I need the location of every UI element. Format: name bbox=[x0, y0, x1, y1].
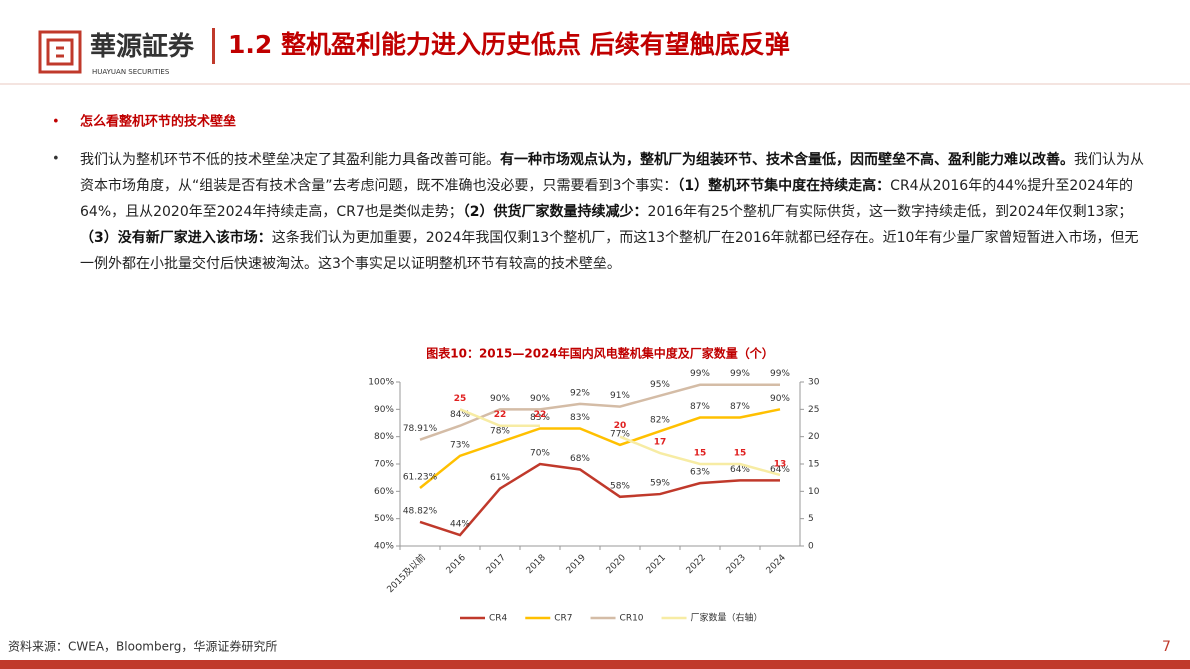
y2-tick-label: 15 bbox=[808, 460, 819, 470]
slide-title: 1.2 整机盈利能力进入历史低点 后续有望触底反弹 bbox=[228, 30, 790, 59]
data-label: 15 bbox=[694, 449, 707, 459]
data-label: 87% bbox=[730, 402, 750, 412]
data-label: 22 bbox=[494, 410, 507, 420]
logo-name: 華源証券 bbox=[90, 31, 195, 62]
bold-text: （3）没有新厂家进入该市场： bbox=[80, 230, 272, 246]
data-label: 95% bbox=[650, 380, 670, 390]
data-label: 61.23% bbox=[403, 472, 438, 482]
text: CR4从2016年的44%提升至2024年的64%，且从2020年至2024年持… bbox=[80, 178, 1133, 220]
data-label: 87% bbox=[690, 402, 710, 412]
data-label: 83% bbox=[570, 413, 590, 423]
x-tick-label: 2019 bbox=[565, 553, 588, 576]
series-line bbox=[419, 462, 780, 537]
data-label: 63% bbox=[690, 468, 710, 478]
source: 资料来源：CWEA，Bloomberg，华源证券研究所 bbox=[8, 639, 277, 654]
data-label: 59% bbox=[650, 479, 670, 489]
data-label: 84% bbox=[450, 410, 470, 420]
legend-label: CR7 bbox=[554, 614, 572, 624]
data-label: 99% bbox=[730, 369, 750, 379]
data-label: 64% bbox=[770, 465, 790, 475]
y-tick-label: 80% bbox=[374, 432, 394, 442]
data-label: 64% bbox=[730, 465, 750, 475]
y2-tick-label: 20 bbox=[808, 432, 820, 442]
data-label: 90% bbox=[490, 394, 510, 404]
logo-subtitle: HUAYUAN SECURITIES bbox=[92, 68, 170, 76]
data-label: 83% bbox=[530, 413, 550, 423]
title-bar bbox=[212, 28, 215, 64]
y-tick-label: 60% bbox=[374, 487, 394, 497]
x-tick-label: 2018 bbox=[525, 553, 548, 576]
chart-title: 图表10：2015—2024年国内风电整机集中度及厂家数量（个） bbox=[426, 346, 774, 361]
x-tick-label: 2017 bbox=[485, 553, 508, 576]
data-label: 13 bbox=[774, 459, 787, 469]
data-label: 90% bbox=[770, 394, 790, 404]
data-label: 25 bbox=[454, 394, 467, 404]
x-tick-label: 2016 bbox=[445, 553, 468, 576]
data-label: 70% bbox=[530, 449, 550, 459]
x-tick-label: 2022 bbox=[685, 553, 708, 576]
y2-tick-label: 10 bbox=[808, 487, 820, 497]
x-tick-label: 2023 bbox=[725, 553, 748, 576]
series-line bbox=[459, 408, 781, 477]
data-label: 22 bbox=[534, 410, 547, 420]
data-label: 15 bbox=[734, 449, 747, 459]
text: 我们认为整机环节不低的技术壁垒决定了其盈利能力具备改善可能。 bbox=[80, 152, 500, 168]
series-line bbox=[419, 383, 780, 441]
y-tick-label: 50% bbox=[374, 514, 394, 524]
chart: 图表10：2015—2024年国内风电整机集中度及厂家数量（个） 40% 50% 60… bbox=[368, 346, 819, 624]
y2-tick-label: 30 bbox=[808, 378, 820, 388]
x-tick-label: 2015及以前 bbox=[384, 551, 428, 595]
data-label: 91% bbox=[610, 391, 630, 401]
y-tick-label: 90% bbox=[374, 405, 394, 415]
y2-tick-label: 0 bbox=[808, 542, 814, 552]
data-label: 78.91% bbox=[403, 424, 438, 434]
bold-text: （2）供货厂家数量持续减少： bbox=[462, 204, 648, 220]
data-label: 90% bbox=[530, 394, 550, 404]
bullet-dot: • bbox=[52, 152, 60, 167]
data-label: 92% bbox=[570, 388, 590, 398]
y2-tick-label: 25 bbox=[808, 405, 819, 415]
data-label: 77% bbox=[610, 429, 630, 439]
paragraph: 我们认为整机环节不低的技术壁垒决定了其盈利能力具备改善可能。有一种市场观点认为，… bbox=[80, 147, 1150, 277]
y-tick-label: 70% bbox=[374, 460, 394, 470]
y2-tick-label: 5 bbox=[808, 514, 814, 524]
data-label: 73% bbox=[450, 440, 470, 450]
text: 我们认为从资本市场角度，从“组装是否有技术含量”去考虑问题，既不准确也没必要，只… bbox=[80, 152, 1144, 194]
data-label: 48.82% bbox=[403, 506, 438, 516]
text: 2016年有25个整机厂有实际供货，这一数字持续走低，到2024年仅剩13家； bbox=[647, 204, 1133, 220]
bold-text: （1）整机环节集中度在持续走高： bbox=[677, 178, 891, 194]
x-tick-label: 2021 bbox=[645, 553, 668, 576]
y-tick-label: 40% bbox=[374, 542, 394, 552]
text: 这条我们认为更加重要，2024年我国仅剩13个整机厂，而这13个整机厂在2016… bbox=[80, 230, 1139, 272]
data-label: 68% bbox=[570, 454, 590, 464]
series-line bbox=[419, 408, 781, 489]
x-tick-label: 2020 bbox=[605, 553, 628, 576]
data-label: 58% bbox=[610, 481, 630, 491]
legend-label: CR10 bbox=[620, 614, 644, 624]
data-label: 82% bbox=[650, 416, 670, 426]
data-label: 99% bbox=[770, 369, 790, 379]
data-label: 17 bbox=[654, 438, 667, 448]
data-label: 78% bbox=[490, 427, 510, 437]
data-label: 99% bbox=[690, 369, 710, 379]
page-number: 7 bbox=[1162, 639, 1171, 655]
footer-bar bbox=[0, 660, 1190, 669]
bold-text: 有一种市场观点认为，整机厂为组装环节、技术含量低，因而壁垒不高、盈利能力难以改善… bbox=[500, 152, 1074, 168]
bullet-dot: • bbox=[52, 115, 60, 130]
logo-icon bbox=[38, 30, 82, 74]
data-label: 61% bbox=[490, 473, 510, 483]
bullet-heading: 怎么看整机环节的技术壁垒 bbox=[80, 114, 236, 130]
data-label: 20 bbox=[614, 421, 627, 431]
x-tick-label: 2024 bbox=[765, 553, 788, 576]
y-tick-label: 100% bbox=[368, 378, 394, 388]
legend-label: CR4 bbox=[489, 614, 508, 624]
data-label: 44% bbox=[450, 520, 470, 530]
legend-label: 厂家数量（右轴） bbox=[691, 612, 763, 624]
